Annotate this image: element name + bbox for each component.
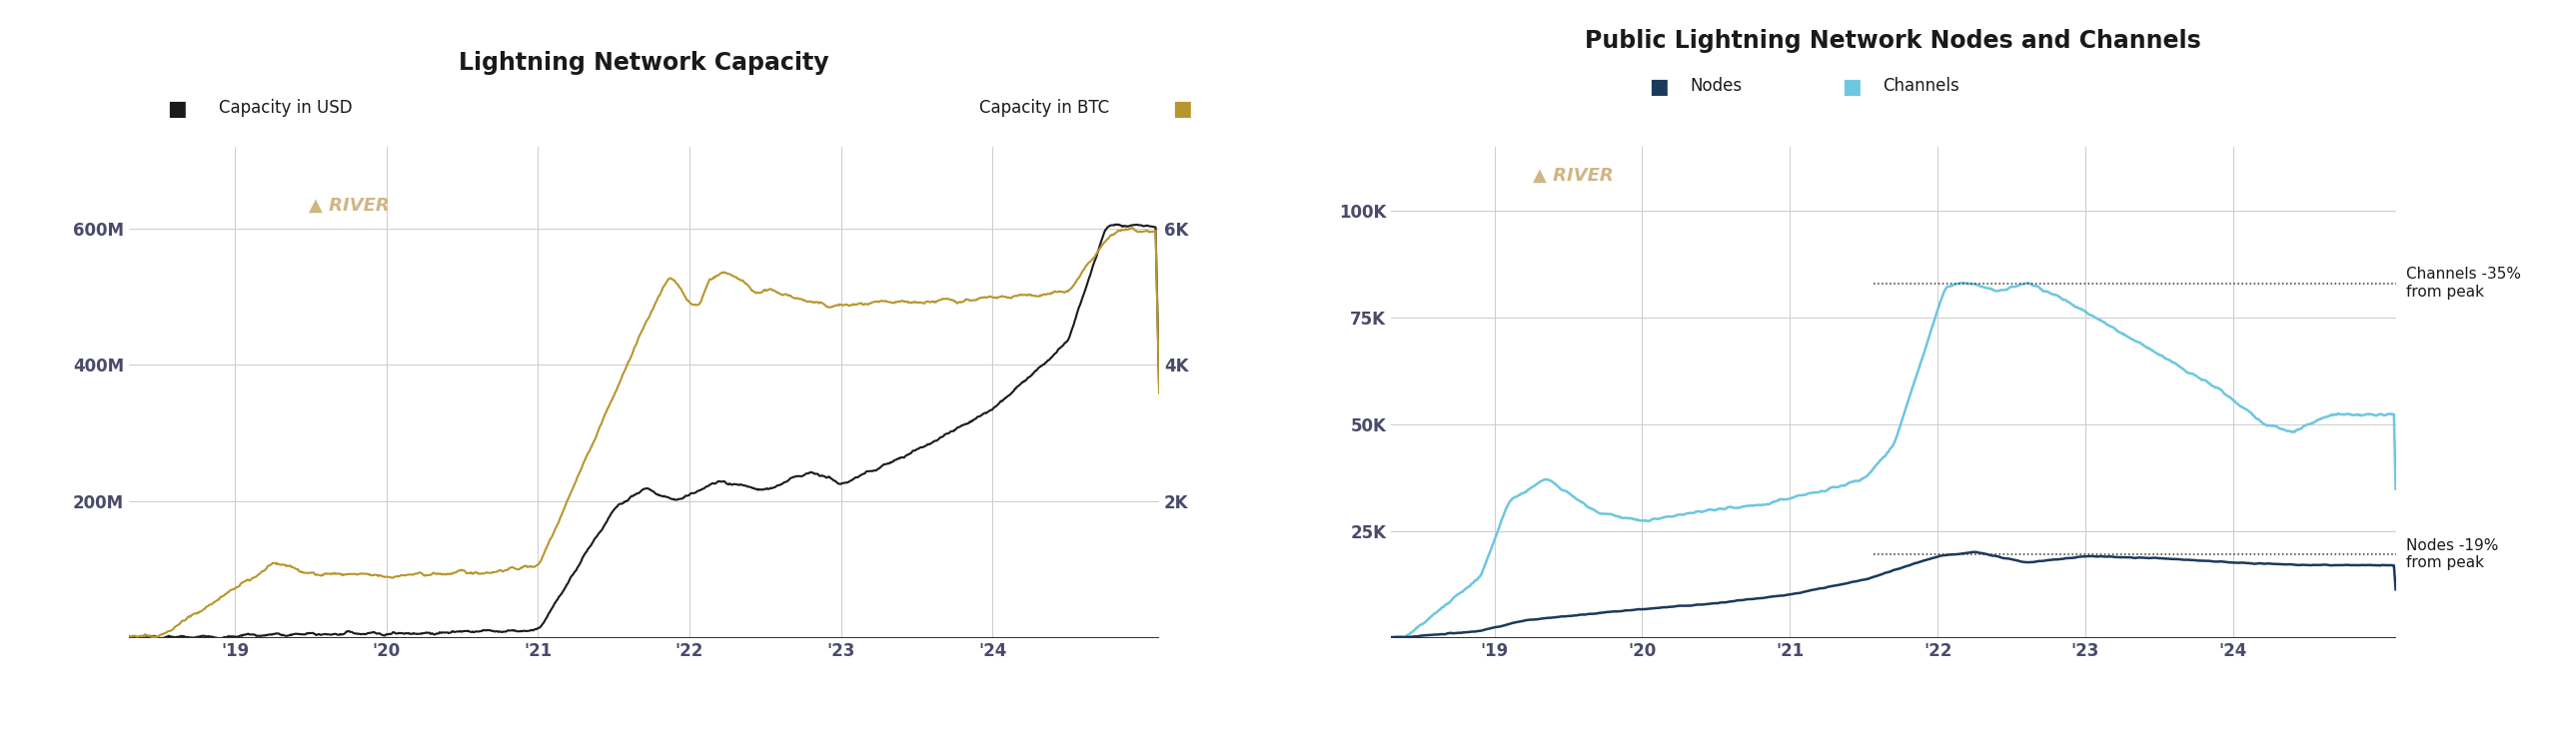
Text: Nodes: Nodes: [1690, 77, 1741, 95]
Text: Channels: Channels: [1883, 77, 1960, 95]
Text: Capacity in USD: Capacity in USD: [219, 99, 353, 117]
Text: Lightning Network Capacity: Lightning Network Capacity: [459, 51, 829, 75]
Text: Capacity in BTC: Capacity in BTC: [979, 99, 1108, 117]
Text: ▲ RIVER: ▲ RIVER: [1533, 167, 1613, 185]
Text: ■: ■: [1842, 77, 1862, 97]
Text: ▲ RIVER: ▲ RIVER: [309, 196, 389, 214]
Text: Channels -35%
from peak: Channels -35% from peak: [2406, 267, 2522, 300]
Text: Public Lightning Network Nodes and Channels: Public Lightning Network Nodes and Chann…: [1584, 29, 2202, 54]
Text: ■: ■: [167, 99, 188, 119]
Text: ■: ■: [1649, 77, 1669, 97]
Text: ■: ■: [1172, 99, 1193, 119]
Text: Nodes -19%
from peak: Nodes -19% from peak: [2406, 538, 2499, 570]
